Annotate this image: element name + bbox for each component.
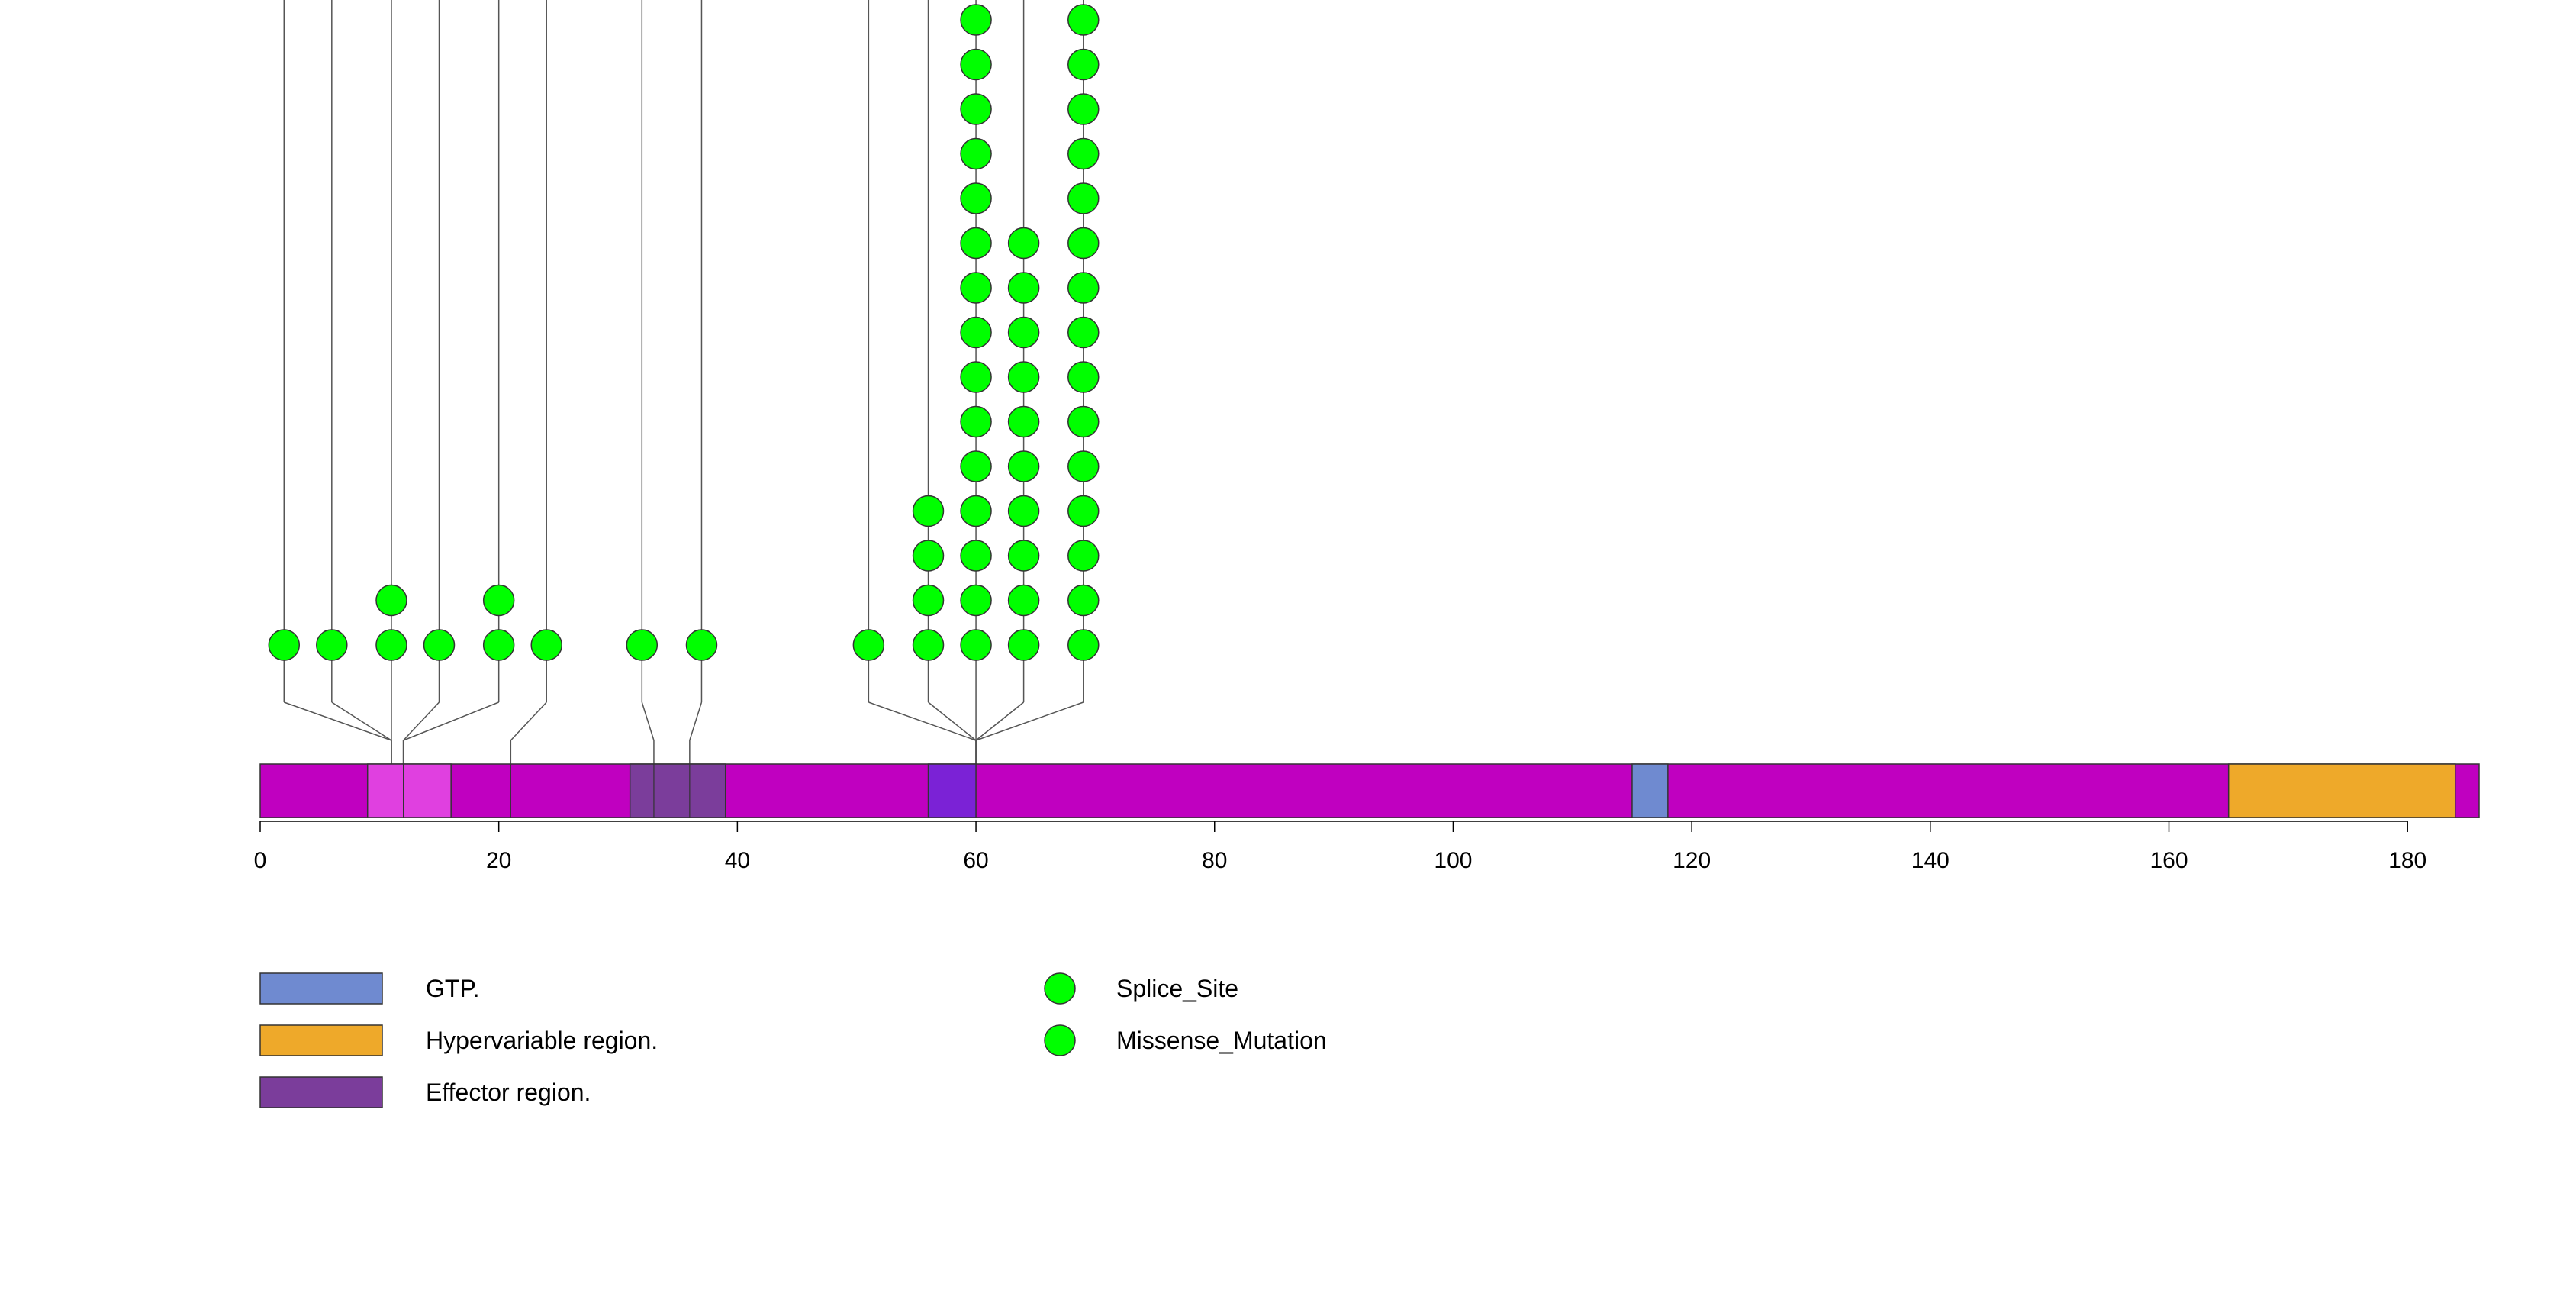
legend-marker: [1044, 1024, 1076, 1056]
mutation-marker: [1067, 405, 1100, 438]
mutation-marker: [912, 584, 945, 617]
mutation-marker: [375, 584, 407, 617]
mutation-marker: [423, 629, 456, 661]
mutation-marker: [626, 629, 658, 661]
mutation-marker: [960, 361, 992, 393]
mutation-marker: [530, 629, 562, 661]
mutation-marker: [960, 495, 992, 527]
mutation-marker: [482, 629, 515, 661]
mutation-marker: [1007, 361, 1040, 393]
x-tick-label: 160: [2149, 848, 2188, 873]
mutation-marker: [1067, 4, 1100, 36]
mutation-marker: [912, 629, 945, 661]
legend-label: Missense_Mutation: [1116, 1027, 1327, 1054]
stem-connector: [284, 701, 392, 741]
mutation-marker: [685, 629, 718, 661]
legend-marker: [1044, 972, 1076, 1005]
legend-label: Splice_Site: [1116, 975, 1238, 1002]
mutation-marker: [1067, 137, 1100, 170]
mutation-marker: [268, 629, 301, 661]
mutation-marker: [1007, 629, 1040, 661]
mutation-marker: [960, 4, 992, 36]
legend-swatch: [259, 1024, 383, 1056]
stem-connector: [689, 701, 703, 741]
mutation-marker: [1067, 584, 1100, 617]
mutation-marker: [960, 629, 992, 661]
mutation-marker: [1007, 540, 1040, 572]
x-tick-label: 120: [1673, 848, 1711, 873]
legend-swatch: [259, 1076, 383, 1108]
domain-gtp: [366, 763, 452, 818]
x-tick-label: 140: [1911, 848, 1950, 873]
x-tick-label: 60: [963, 848, 988, 873]
mutation-marker: [316, 629, 348, 661]
mutation-marker: [960, 316, 992, 349]
protein-backbone: [259, 763, 2480, 818]
stem-connector: [928, 701, 977, 741]
stem-connector: [510, 701, 547, 741]
mutation-marker: [960, 450, 992, 482]
mutation-marker: [1067, 361, 1100, 393]
mutation-marker: [852, 629, 885, 661]
mutation-marker: [1007, 495, 1040, 527]
mutation-marker: [1007, 405, 1040, 438]
mutation-marker: [960, 584, 992, 617]
mutation-marker: [1007, 450, 1040, 482]
backbone-bar: [259, 763, 2480, 818]
mutation-marker: [960, 227, 992, 260]
x-tick-label: 100: [1434, 848, 1472, 873]
mutation-marker: [1067, 495, 1100, 527]
domain-gtp: [927, 763, 977, 818]
stem-connector: [403, 701, 499, 741]
mutation-marker: [960, 540, 992, 572]
stem-connector: [403, 701, 440, 741]
mutation-marker: [1067, 48, 1100, 81]
legend-label: GTP.: [426, 975, 480, 1002]
mutation-marker: [1067, 316, 1100, 349]
mutation-marker: [1007, 227, 1040, 260]
mutation-marker: [912, 495, 945, 527]
x-tick-label: 0: [254, 848, 267, 873]
x-tick-label: 80: [1202, 848, 1227, 873]
mutation-marker: [1067, 227, 1100, 260]
x-axis: 0 20 40 60 80 100 120 140 160 180: [254, 821, 2426, 873]
stem-connector: [975, 701, 1025, 741]
mutation-marker: [1067, 272, 1100, 304]
domain-effector-region: [629, 763, 726, 818]
mutation-marker: [912, 540, 945, 572]
mutation-marker: [1067, 182, 1100, 214]
mutation-markers: [268, 4, 1100, 661]
x-tick-label: 180: [2388, 848, 2426, 873]
mutation-marker: [375, 629, 407, 661]
stem-connector: [975, 701, 1084, 741]
legend-label: Hypervariable region.: [426, 1027, 658, 1054]
mutation-marker: [960, 405, 992, 438]
mutation-marker: [1067, 450, 1100, 482]
stem-connector: [331, 701, 392, 741]
stem-connector: [641, 701, 655, 741]
mutation-marker: [960, 272, 992, 304]
domain-gtp: [1631, 763, 1669, 818]
mutation-marker: [1067, 93, 1100, 125]
mutation-marker: [1007, 316, 1040, 349]
legend-label: Effector region.: [426, 1079, 591, 1106]
mutation-marker: [482, 584, 515, 617]
legend-swatch: [259, 972, 383, 1005]
mutation-marker: [1067, 629, 1100, 661]
mutation-marker: [1007, 584, 1040, 617]
stem-connector: [868, 701, 977, 741]
mutation-marker: [960, 182, 992, 214]
mutation-marker: [1067, 540, 1100, 572]
domain-hypervariable-region: [2227, 763, 2456, 818]
legend: GTP. Hypervariable region. Effector region…: [259, 972, 1327, 1108]
x-tick-label: 40: [725, 848, 750, 873]
x-tick-label: 20: [486, 848, 511, 873]
mutation-marker: [960, 48, 992, 81]
mutation-marker: [960, 137, 992, 170]
mutation-marker: [960, 93, 992, 125]
mutation-marker: [1007, 272, 1040, 304]
